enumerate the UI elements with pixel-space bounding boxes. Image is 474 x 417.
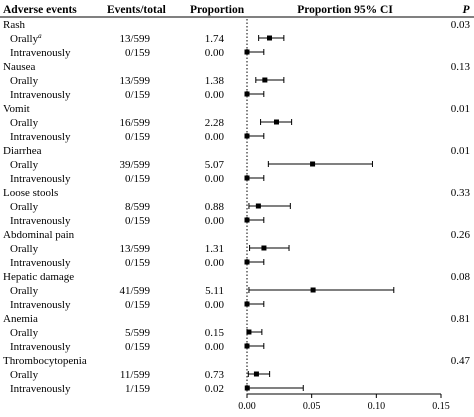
- proportion-value: 0.88: [205, 201, 225, 213]
- point-estimate: [261, 245, 267, 251]
- events-total-value: 16/599: [119, 117, 150, 129]
- events-total-value: 1/159: [125, 383, 151, 395]
- event-name: Rash: [3, 19, 26, 31]
- header-adverse-events: Adverse events: [3, 4, 77, 16]
- route-label: Intravenously: [10, 257, 71, 269]
- proportion-value: 0.00: [205, 89, 225, 101]
- p-value: 0.26: [451, 229, 471, 241]
- header-proportion: Proportion: [190, 4, 245, 16]
- event-name: Nausea: [3, 61, 35, 73]
- events-total-value: 0/159: [125, 89, 151, 101]
- events-total-value: 13/599: [119, 33, 150, 45]
- events-total-value: 0/159: [125, 299, 151, 311]
- proportion-value: 5.11: [205, 285, 224, 297]
- route-label: Intravenously: [10, 383, 71, 395]
- header-row: Adverse events Events/total Proportion P…: [3, 4, 470, 16]
- proportion-value: 0.02: [205, 383, 224, 395]
- p-value: 0.01: [451, 145, 470, 157]
- proportion-value: 0.73: [205, 369, 225, 381]
- event-name: Loose stools: [3, 187, 58, 199]
- p-value: 0.33: [451, 187, 471, 199]
- event-name: Thrombocytopenia: [3, 355, 87, 367]
- proportion-value: 0.00: [205, 257, 225, 269]
- point-estimate: [310, 287, 316, 293]
- events-total-value: 0/159: [125, 131, 151, 143]
- proportion-value: 0.00: [205, 299, 225, 311]
- point-estimate: [273, 119, 279, 125]
- point-estimate: [246, 329, 252, 335]
- header-ci: Proportion 95% CI: [297, 4, 393, 16]
- p-value: 0.08: [451, 271, 471, 283]
- point-estimate: [253, 371, 259, 377]
- route-label: Intravenously: [10, 131, 71, 143]
- route-label: Orallya: [10, 32, 42, 45]
- route-label: Intravenously: [10, 215, 71, 227]
- events-total-value: 8/599: [125, 201, 151, 213]
- event-name: Hepatic damage: [3, 271, 74, 283]
- x-tick-label: 0.10: [368, 401, 386, 412]
- proportion-value: 1.74: [205, 33, 225, 45]
- route-label: Intravenously: [10, 341, 71, 353]
- route-label: Orally: [10, 369, 39, 381]
- route-label: Orally: [10, 285, 39, 297]
- header-events-total: Events/total: [107, 4, 166, 16]
- footnote-marker: a: [38, 32, 42, 40]
- proportion-value: 0.00: [205, 215, 225, 227]
- route-label: Orally: [10, 75, 39, 87]
- x-tick-label: 0.15: [432, 401, 450, 412]
- event-name: Diarrhea: [3, 145, 42, 157]
- p-value: 0.01: [451, 103, 470, 115]
- route-label: Intravenously: [10, 173, 71, 185]
- proportion-value: 1.38: [205, 75, 225, 87]
- event-name: Anemia: [3, 313, 38, 325]
- p-value: 0.03: [451, 19, 471, 31]
- events-total-value: 13/599: [119, 243, 150, 255]
- route-label: Orally: [10, 243, 39, 255]
- ci-plot: 0.00 0.05 0.10 0.15: [238, 19, 450, 412]
- route-label: Orally: [10, 327, 39, 339]
- events-total-value: 5/599: [125, 327, 151, 339]
- proportion-value: 1.31: [205, 243, 224, 255]
- proportion-value: 0.00: [205, 131, 225, 143]
- events-total-value: 11/599: [120, 369, 151, 381]
- events-total-value: 0/159: [125, 215, 151, 227]
- events-total-value: 41/599: [119, 285, 150, 297]
- point-estimate: [310, 161, 316, 167]
- events-total-value: 39/599: [119, 159, 150, 171]
- events-total-value: 13/599: [119, 75, 150, 87]
- proportion-value: 0.00: [205, 341, 225, 353]
- events-total-value: 0/159: [125, 341, 151, 353]
- p-value: 0.13: [451, 61, 471, 73]
- point-estimate: [255, 203, 261, 209]
- p-value: 0.47: [451, 355, 471, 367]
- events-total-value: 0/159: [125, 257, 151, 269]
- point-estimate: [267, 35, 273, 41]
- event-name: Vomit: [3, 103, 30, 115]
- route-label: Intravenously: [10, 47, 71, 59]
- proportion-value: 0.00: [205, 173, 225, 185]
- point-estimate: [262, 77, 268, 83]
- events-total-value: 0/159: [125, 173, 151, 185]
- proportion-value: 0.15: [205, 327, 225, 339]
- route-label: Orally: [10, 159, 39, 171]
- events-total-value: 0/159: [125, 47, 151, 59]
- proportion-value: 0.00: [205, 47, 225, 59]
- proportion-value: 5.07: [205, 159, 225, 171]
- route-label: Intravenously: [10, 299, 71, 311]
- x-tick-label: 0.05: [303, 401, 321, 412]
- route-label: Orally: [10, 117, 39, 129]
- route-label: Intravenously: [10, 89, 71, 101]
- header-p: P: [462, 4, 470, 16]
- x-tick-label: 0.00: [238, 401, 256, 412]
- p-value: 0.81: [451, 313, 470, 325]
- event-name: Abdominal pain: [3, 229, 75, 241]
- route-label: Orally: [10, 201, 39, 213]
- proportion-value: 2.28: [205, 117, 225, 129]
